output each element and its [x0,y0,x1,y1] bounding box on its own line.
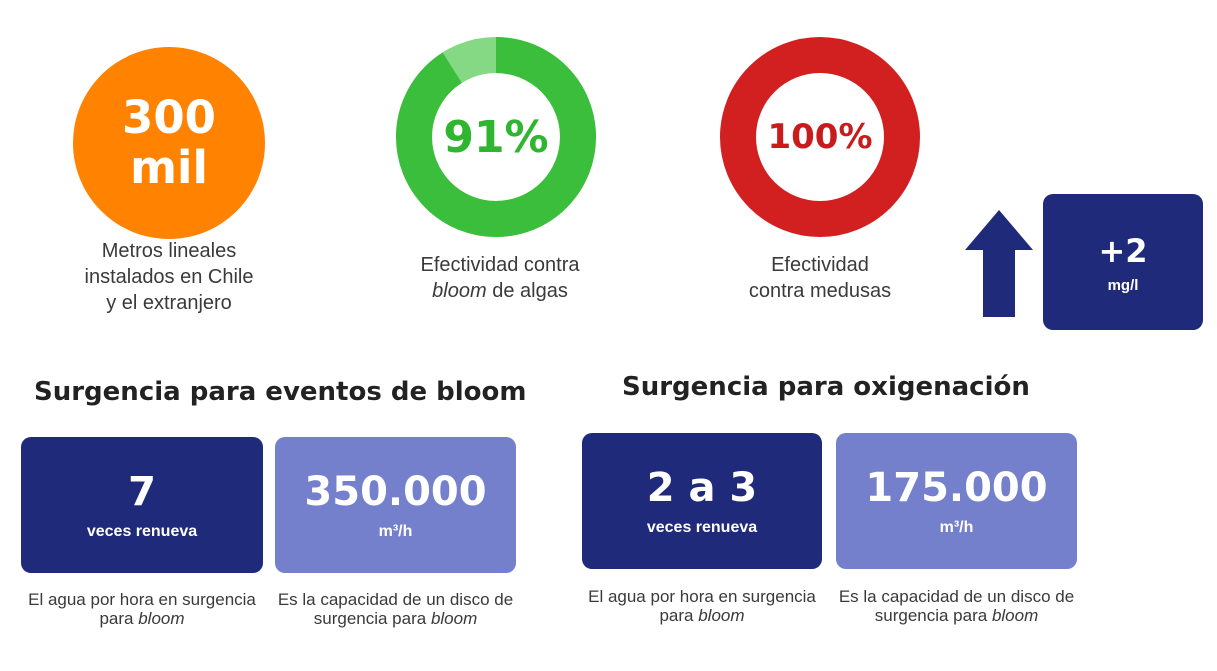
installed-caption: Metros lineales instalados en Chile y el… [54,238,284,316]
algae-caption-line1: Efectividad contra [420,254,580,276]
algae-effectiveness-donut: 91% [396,37,596,237]
oxygen-capacity-value: 175.000 [865,465,1048,511]
section-bloom-title: Surgencia para eventos de bloom [34,377,527,407]
installed-value-number: 300 [122,91,216,144]
bloom-renew-card: 7 veces renueva [21,437,263,573]
algae-caption-italic: bloom [432,280,487,302]
oxygen-renew-caption: El agua por hora en surgencia para bloom [582,587,822,625]
oxygen-renew-card: 2 a 3 veces renueva [582,433,822,569]
bloom-capacity-value: 350.000 [304,469,487,515]
bloom-capacity-caption: Es la capacidad de un disco de surgencia… [275,590,516,628]
oxygen-capacity-caption-italic: bloom [991,606,1039,625]
oxygen-renew-value: 2 a 3 [646,465,758,511]
jellyfish-caption-line2: contra medusas [748,280,892,302]
installed-caption-line3: y el extranjero [106,292,232,314]
installed-value-unit: mil [130,141,208,194]
oxygen-capacity-card: 175.000 m³/h [836,433,1077,569]
installed-caption-line2: instalados en Chile [84,266,254,288]
algae-caption-line2: bloom de algas [380,278,620,304]
bloom-capacity-caption-italic: bloom [430,609,478,628]
oxygen-capacity-caption-text: Es la capacidad de un disco de surgencia… [838,587,1075,625]
oxygen-renew-label: veces renueva [646,519,758,536]
bloom-renew-value: 7 [128,469,156,515]
up-arrow-icon [965,210,1033,317]
bloom-renew-label: veces renueva [86,523,198,540]
algae-donut-chart [396,37,596,237]
oxygen-renew-caption-italic: bloom [698,606,745,625]
bloom-renew-caption-italic: bloom [138,609,185,628]
installed-caption-line1: Metros lineales [101,240,237,262]
bloom-capacity-caption-text: Es la capacidad de un disco de surgencia… [277,590,514,628]
bloom-capacity-unit: m³/h [378,523,413,540]
jellyfish-caption: Efectividad contra medusas [700,252,940,304]
jellyfish-value: 100% [767,117,873,157]
oxygen-renew-caption-text: El agua por hora en surgencia para [588,587,816,625]
section-oxygen-title: Surgencia para oxigenación [622,372,1030,402]
bloom-renew-caption-text: El agua por hora en surgencia para [28,590,256,628]
algae-donut-arc [396,37,596,237]
oxygen-increase-box: +2 mg/l [1043,194,1203,330]
oxygen-increase-value: +2 [1098,231,1148,270]
jellyfish-donut-arc [720,37,920,237]
bloom-renew-caption: El agua por hora en surgencia para bloom [21,590,263,628]
algae-caption-rest: de algas [486,280,568,302]
oxygen-capacity-unit: m³/h [939,519,974,536]
jellyfish-donut-chart [720,37,920,237]
algae-caption: Efectividad contra bloom de algas [380,252,620,304]
jellyfish-caption-line1: Efectividad [771,254,869,276]
oxygen-capacity-caption: Es la capacidad de un disco de surgencia… [836,587,1077,625]
jellyfish-effectiveness-donut: 100% [720,37,920,237]
oxygen-increase-unit: mg/l [1107,276,1139,294]
bloom-capacity-card: 350.000 m³/h [275,437,516,573]
algae-value: 91% [443,111,549,163]
installed-meters-circle: 300 mil [73,47,265,239]
